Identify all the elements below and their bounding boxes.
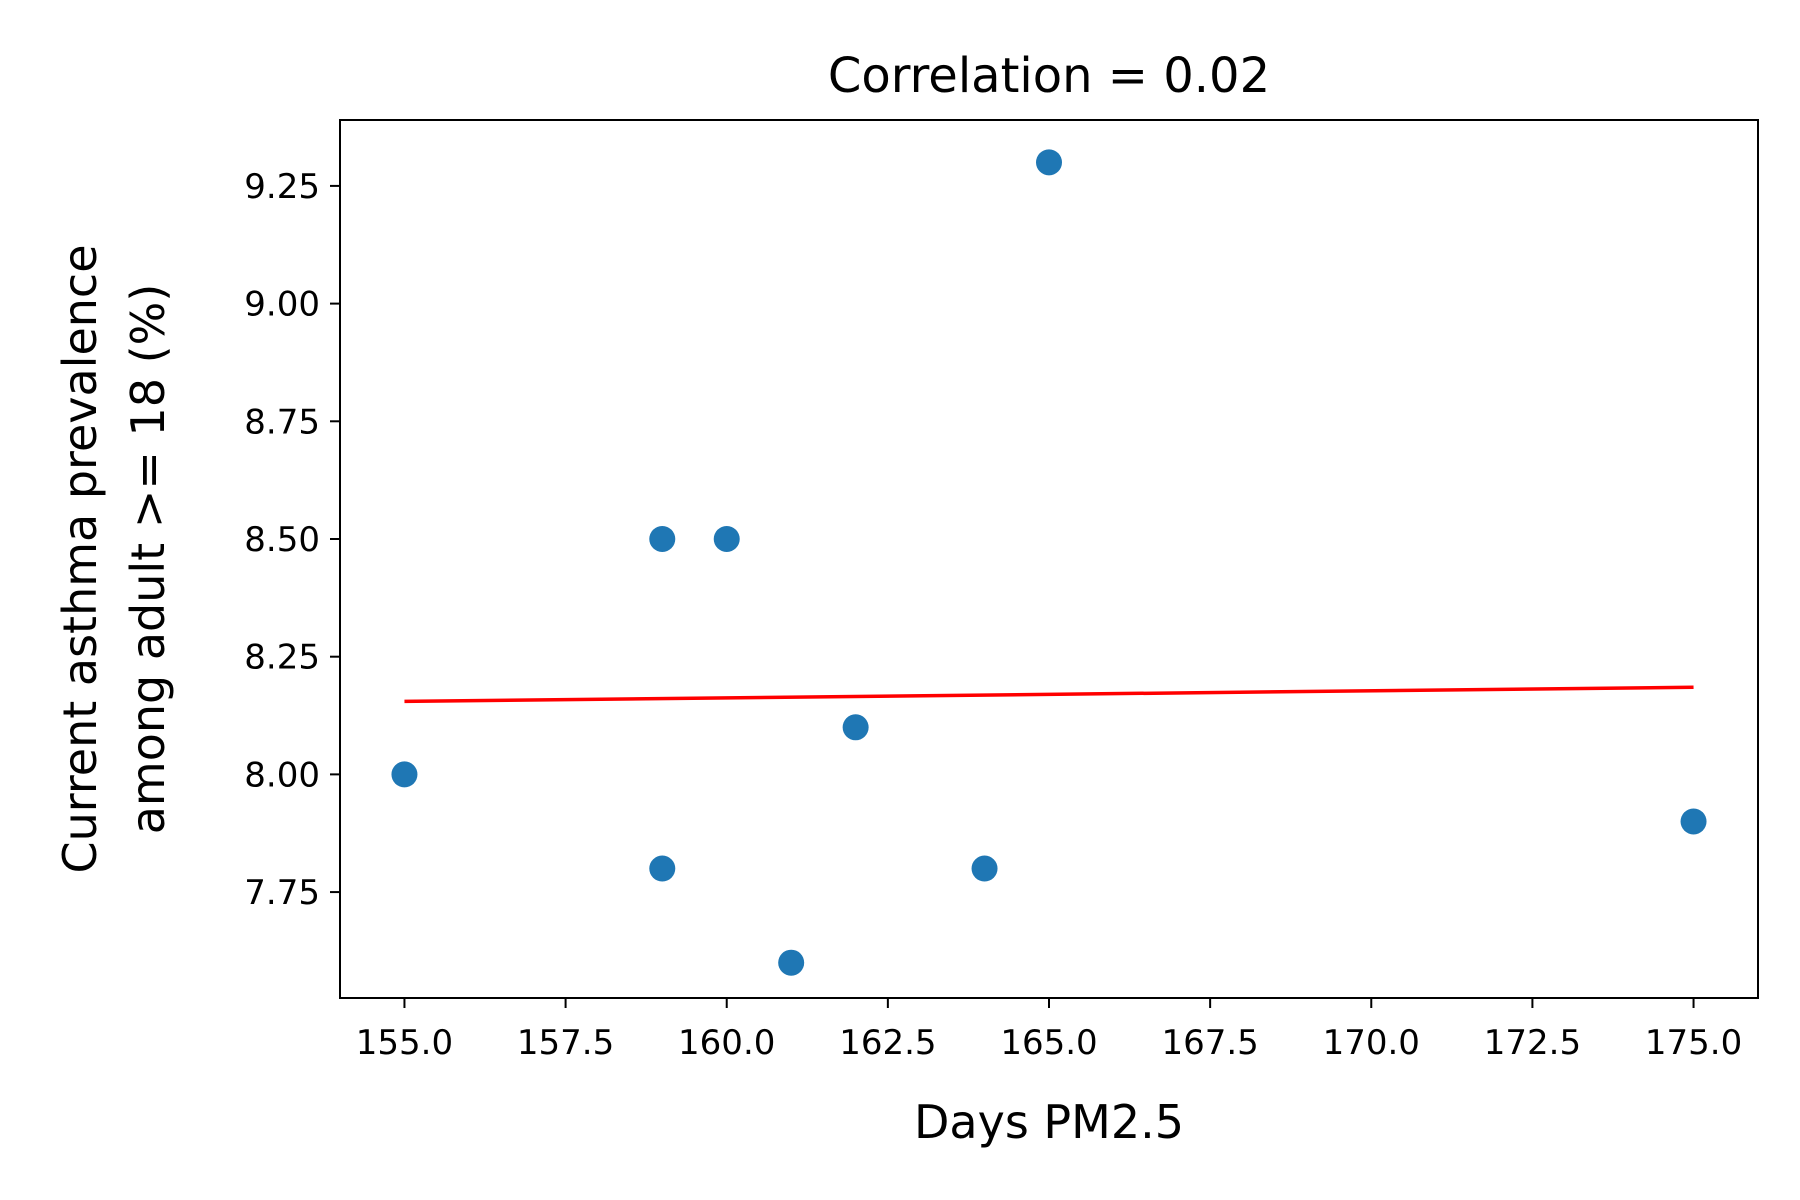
y-tick-label: 9.00 [244, 285, 320, 325]
y-axis-title-line-1: Current asthma prevalence [53, 245, 107, 874]
y-tick-label: 8.00 [244, 755, 320, 795]
trend-line [404, 685, 1694, 704]
data-point [391, 761, 418, 788]
x-tick-label: 167.5 [1161, 1023, 1258, 1063]
x-tick-label: 172.5 [1484, 1023, 1581, 1063]
data-point [1036, 149, 1062, 176]
x-tick-label: 165.0 [1000, 1023, 1097, 1063]
y-tick-label: 9.25 [244, 167, 320, 207]
x-tick-label: 157.5 [517, 1023, 614, 1063]
data-point [971, 855, 998, 882]
data-point [649, 525, 676, 552]
x-tick-label: 170.0 [1323, 1023, 1420, 1063]
data-point [1680, 808, 1707, 835]
x-tick-label: 155.0 [356, 1023, 453, 1063]
y-axis-title-line-2: among adult >= 18 (%) [121, 284, 175, 835]
x-tick-label: 175.0 [1645, 1023, 1742, 1063]
x-tick-label: 162.5 [839, 1023, 936, 1063]
data-point [778, 949, 805, 976]
y-tick-label: 8.75 [244, 402, 320, 442]
data-point [842, 714, 869, 741]
data-point [713, 525, 740, 552]
chart-title: Correlation = 0.02 [828, 48, 1270, 104]
x-tick-label: 160.0 [678, 1023, 775, 1063]
x-axis-title: Days PM2.5 [914, 1095, 1184, 1149]
data-point [649, 855, 676, 882]
y-tick-label: 8.50 [244, 520, 320, 560]
y-tick-label: 7.75 [244, 873, 320, 913]
y-tick-label: 8.25 [244, 638, 320, 678]
plot-frame [339, 119, 1759, 999]
